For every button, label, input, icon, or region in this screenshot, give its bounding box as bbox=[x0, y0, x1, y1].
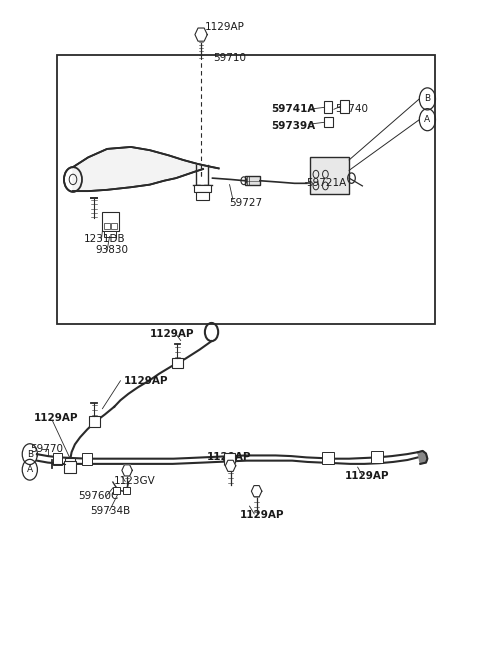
Text: 1129AP: 1129AP bbox=[344, 470, 389, 481]
Polygon shape bbox=[252, 485, 262, 496]
Bar bbox=[224, 453, 235, 464]
Text: B: B bbox=[27, 449, 33, 458]
Polygon shape bbox=[418, 451, 427, 464]
Bar bbox=[322, 452, 334, 464]
Text: 1129AP: 1129AP bbox=[150, 329, 194, 339]
Text: 59710: 59710 bbox=[213, 53, 246, 63]
Text: 1129AP: 1129AP bbox=[34, 413, 78, 423]
Text: 59760C: 59760C bbox=[78, 491, 118, 501]
Bar bbox=[113, 487, 120, 494]
Text: 1129AP: 1129AP bbox=[205, 22, 245, 33]
Bar bbox=[324, 117, 333, 128]
Text: 59734B: 59734B bbox=[91, 506, 131, 515]
Bar bbox=[310, 157, 349, 195]
Bar bbox=[53, 453, 62, 464]
Polygon shape bbox=[122, 465, 132, 476]
Text: 1129AP: 1129AP bbox=[207, 453, 252, 462]
Text: 1129AP: 1129AP bbox=[124, 376, 168, 386]
Bar bbox=[104, 231, 116, 236]
Text: 59739A: 59739A bbox=[271, 121, 315, 130]
Bar bbox=[89, 417, 99, 427]
Text: 59770: 59770 bbox=[30, 444, 63, 454]
Bar bbox=[324, 102, 332, 113]
Polygon shape bbox=[195, 28, 207, 41]
Text: 59721A: 59721A bbox=[306, 178, 347, 189]
Text: B: B bbox=[424, 94, 431, 103]
Bar bbox=[102, 212, 119, 231]
Bar bbox=[172, 358, 182, 368]
Bar bbox=[194, 185, 211, 193]
Text: 1123GV: 1123GV bbox=[113, 476, 155, 487]
Text: 59741A: 59741A bbox=[271, 104, 315, 114]
Text: 1129AP: 1129AP bbox=[240, 510, 285, 519]
Bar bbox=[196, 192, 209, 200]
Text: 1231DB: 1231DB bbox=[84, 234, 125, 244]
Bar bbox=[64, 461, 76, 473]
Bar bbox=[104, 223, 110, 229]
Bar bbox=[83, 453, 92, 465]
Text: A: A bbox=[424, 115, 431, 124]
Bar bbox=[123, 487, 130, 494]
Text: 59740: 59740 bbox=[335, 104, 368, 114]
Bar bbox=[340, 100, 349, 113]
Text: A: A bbox=[27, 465, 33, 474]
Polygon shape bbox=[225, 460, 236, 472]
Bar bbox=[245, 176, 260, 185]
Bar bbox=[57, 55, 434, 324]
Bar bbox=[111, 223, 117, 229]
Text: 93830: 93830 bbox=[96, 244, 128, 255]
Polygon shape bbox=[73, 147, 219, 191]
Text: 59727: 59727 bbox=[229, 198, 262, 208]
Bar bbox=[371, 451, 383, 462]
Bar bbox=[65, 458, 75, 470]
